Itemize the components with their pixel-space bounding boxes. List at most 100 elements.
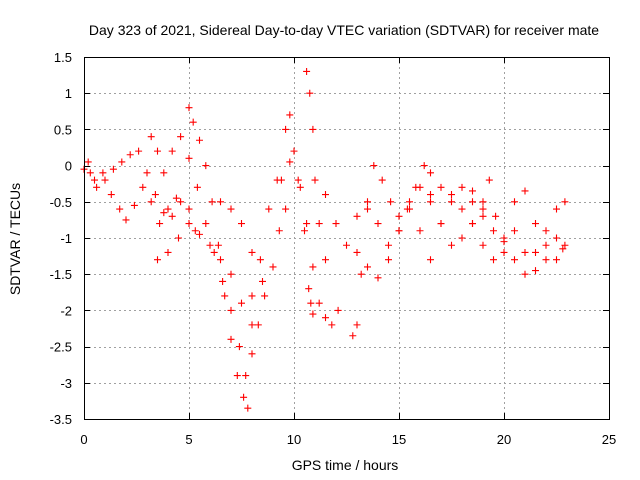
data-point [521, 187, 529, 195]
data-point [303, 220, 311, 228]
data-point [185, 104, 193, 112]
data-point [277, 176, 285, 184]
ticks: 0 5 10 15 20 25 -3.5 -3 -2.5 -2 -1.5 -1 -0.5 0 0.5 1 1.5 [50, 50, 617, 447]
data-point [364, 263, 371, 271]
series-arc-14 [437, 183, 569, 256]
data-point [378, 176, 386, 184]
grid [84, 57, 609, 419]
series-arc-4 [185, 104, 252, 412]
data-point [248, 292, 256, 300]
data-point [248, 248, 256, 256]
data-point [233, 372, 241, 380]
data-point [240, 393, 248, 401]
series-arc-6 [217, 198, 290, 285]
y-tick-label: 1 [65, 86, 72, 101]
data-point [343, 241, 350, 249]
data-point [561, 198, 569, 206]
data-point [227, 270, 235, 278]
data-point [282, 205, 290, 213]
y-tick-label: -3.5 [50, 412, 72, 427]
data-point [303, 67, 311, 75]
y-tick-label: 1.5 [54, 50, 72, 65]
data-point [469, 220, 476, 228]
data-point [427, 256, 434, 264]
data-point [208, 198, 216, 206]
series-arc-13 [427, 198, 569, 275]
data-point [315, 299, 323, 307]
y-tick-label: 0.5 [54, 122, 72, 137]
data-point [332, 220, 340, 228]
data-point [160, 169, 168, 177]
data-point [353, 248, 361, 256]
data-point [86, 169, 94, 177]
data-point [309, 310, 317, 318]
y-tick-label: 0 [65, 159, 72, 174]
data-point [164, 205, 172, 213]
x-tick-label: 0 [80, 432, 87, 447]
data-point [101, 176, 109, 184]
data-point [189, 118, 197, 126]
data-point [191, 227, 199, 235]
y-tick-label: -1 [60, 231, 72, 246]
data-point [374, 220, 382, 228]
data-point [99, 169, 107, 177]
series-arc-8 [277, 158, 317, 318]
data-point [185, 220, 193, 228]
data-point [294, 176, 302, 184]
data-point [202, 220, 210, 228]
data-point [206, 241, 214, 249]
data-point [177, 133, 185, 141]
data-point [322, 191, 329, 199]
data-point [490, 227, 497, 235]
data-point [448, 198, 455, 206]
data-point [143, 169, 151, 177]
data-point [357, 270, 365, 278]
data-point [296, 183, 304, 191]
y-tick-label: -3 [60, 376, 72, 391]
data-point [532, 248, 539, 256]
data-point [364, 205, 371, 213]
data-point [122, 216, 130, 224]
data-point [309, 125, 317, 133]
x-tick-label: 10 [287, 432, 301, 447]
y-axis-label: SDTVAR / TECUs [7, 183, 23, 295]
data-point [244, 404, 252, 412]
data-point [242, 372, 250, 380]
x-tick-label: 5 [185, 432, 192, 447]
data-point [427, 169, 434, 177]
data-point [168, 147, 176, 155]
x-axis-label: GPS time / hours [292, 457, 399, 473]
data-point [221, 292, 229, 300]
data-point [458, 234, 466, 242]
data-point [448, 241, 455, 249]
data-point [521, 248, 529, 256]
data-point [479, 198, 487, 206]
data-point [301, 227, 308, 235]
data-point [185, 154, 193, 162]
data-point [553, 256, 560, 264]
data-point [172, 194, 180, 202]
data-point [238, 220, 245, 228]
data-point [485, 176, 493, 184]
data-point [282, 125, 290, 133]
data-point [427, 191, 434, 199]
series-arc-1 [80, 147, 199, 235]
data-point [500, 234, 508, 242]
data-point [156, 220, 164, 228]
data-point [84, 158, 92, 166]
data-point [553, 234, 560, 242]
data-point [406, 198, 413, 206]
series-arc-2 [84, 158, 180, 228]
data-point [353, 321, 361, 329]
data-point [315, 220, 323, 228]
data-point [210, 248, 218, 256]
data-point [116, 205, 124, 213]
data-point [353, 212, 361, 220]
data-point [328, 321, 336, 329]
series-arc-5 [154, 220, 256, 329]
series-arc-15 [469, 176, 567, 278]
data-point [235, 343, 243, 351]
data-point [385, 256, 392, 264]
data-point [500, 248, 508, 256]
data-point [93, 183, 101, 191]
